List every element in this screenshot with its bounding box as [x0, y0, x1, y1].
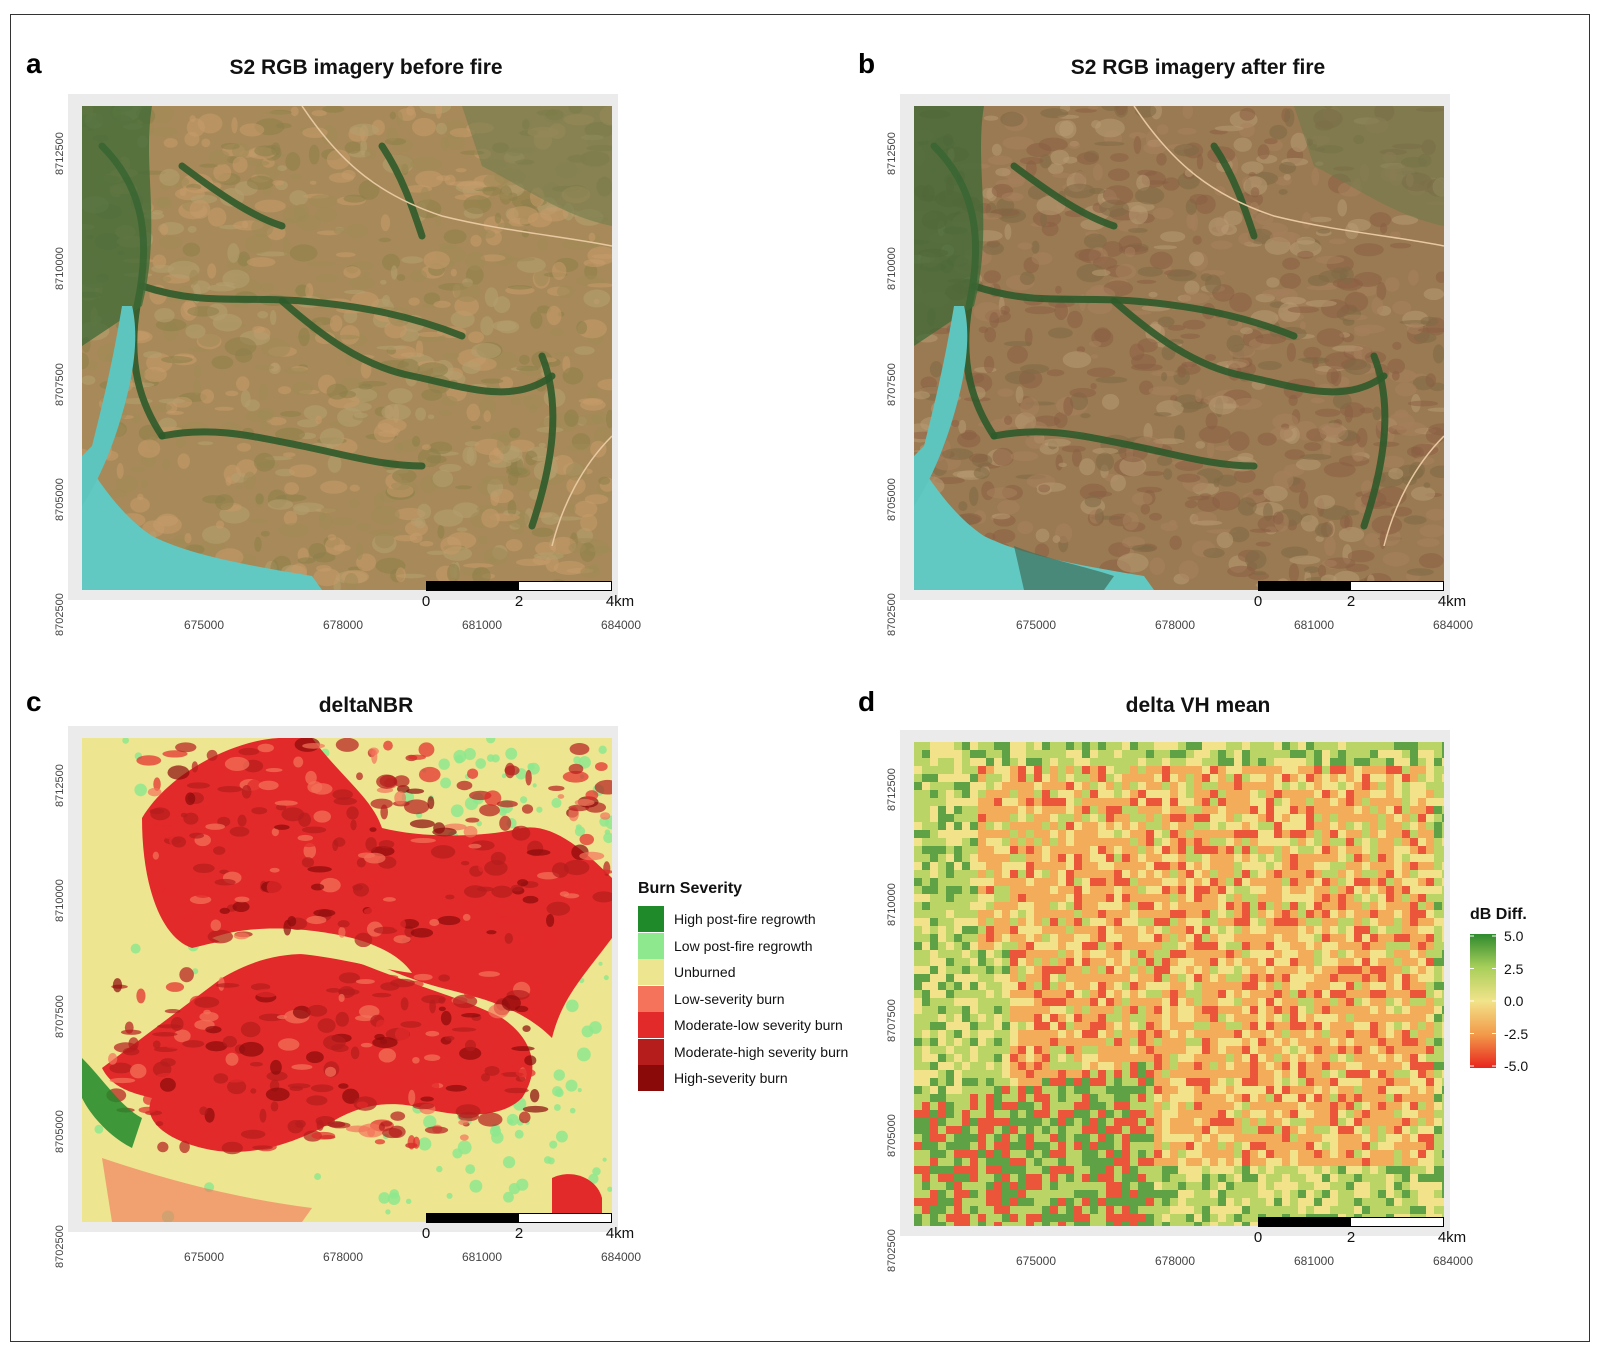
- legend-item-label: Moderate-high severity burn: [674, 1043, 849, 1060]
- colorbar-tick-label: 5.0: [1504, 928, 1524, 944]
- legend-swatch: [638, 985, 664, 1012]
- scale-bar: [1258, 581, 1444, 591]
- y-tick-label: 8702500: [54, 593, 66, 636]
- scale-label: 0: [1253, 593, 1263, 610]
- figure-frame: [10, 14, 1590, 1342]
- scale-label: 4km: [1437, 593, 1467, 610]
- legend-item-label: High post-fire regrowth: [674, 911, 816, 927]
- scale-label: 0: [421, 593, 431, 610]
- db-diff-colorbar-legend: dB Diff. 5.0 2.5 0.0 -2.5 -5.0: [1470, 906, 1550, 1086]
- y-tick-label: 8712500: [54, 132, 66, 176]
- panel-d: d delta VH mean 8702500 8705000 8707500 871…: [858, 686, 1600, 1326]
- map-raster: [914, 106, 1444, 590]
- scale-bar: [426, 1213, 612, 1223]
- legend-swatch: [638, 1065, 664, 1091]
- burn-severity-legend: Burn Severity High post-fire regrowth Low…: [638, 880, 868, 1110]
- y-tick-label: 8702500: [54, 1225, 66, 1268]
- panel-letter: d: [858, 686, 876, 717]
- scale-bar: [426, 581, 612, 591]
- scale-bar-segment: [427, 1214, 519, 1222]
- legend-swatch: [638, 906, 664, 932]
- legend-item-label: Low post-fire regrowth: [674, 937, 813, 954]
- scale-bar-segment: [1259, 1218, 1351, 1226]
- x-tick-label: 678000: [322, 1250, 364, 1264]
- panel-a: a S2 RGB imagery before fire 8702500 8705…: [26, 48, 786, 688]
- colorbar-tick-label: 0.0: [1504, 993, 1524, 1009]
- y-tick-label: 8710000: [54, 247, 66, 291]
- y-tick-label: 8712500: [886, 768, 898, 812]
- panel-b: b S2 RGB imagery after fire 8702500 87050…: [858, 48, 1600, 688]
- panel-letter: b: [858, 48, 876, 79]
- scale-label: 2: [514, 593, 524, 610]
- y-tick-label: 8705000: [54, 477, 66, 521]
- legend-title: Burn Severity: [638, 880, 743, 897]
- y-tick-label: 8705000: [54, 1109, 66, 1153]
- panel-letter: a: [26, 48, 42, 79]
- colorbar: [1470, 934, 1496, 1068]
- scale-label: 4km: [605, 593, 635, 610]
- x-tick-label: 678000: [1154, 1254, 1196, 1268]
- colorbar-tick-label: -2.5: [1504, 1025, 1529, 1042]
- panel-title: delta VH mean: [1125, 694, 1271, 717]
- panel-title: deltaNBR: [318, 694, 414, 717]
- map-raster: [82, 106, 612, 590]
- panel-title: S2 RGB imagery after fire: [1070, 56, 1326, 79]
- panel-letter: c: [26, 686, 42, 717]
- y-tick-label: 8710000: [886, 247, 898, 291]
- y-tick-label: 8707500: [886, 998, 898, 1042]
- scale-label: 0: [421, 1225, 431, 1242]
- map-raster: [914, 742, 1444, 1226]
- y-tick-label: 8712500: [886, 132, 898, 176]
- legend-title: dB Diff.: [1470, 906, 1527, 923]
- x-tick-label: 675000: [1015, 618, 1057, 632]
- x-tick-label: 678000: [1154, 618, 1196, 632]
- panel-title: S2 RGB imagery before fire: [229, 56, 503, 79]
- legend-item-label: Unburned: [674, 964, 736, 980]
- x-tick-label: 684000: [1432, 1254, 1474, 1268]
- x-tick-label: 681000: [461, 1250, 503, 1264]
- y-tick-label: 8702500: [886, 1229, 898, 1272]
- legend-swatch: [638, 1038, 664, 1065]
- x-tick-label: 684000: [1432, 618, 1474, 632]
- y-tick-label: 8712500: [54, 764, 66, 808]
- y-tick-label: 8707500: [54, 362, 66, 406]
- x-tick-label: 675000: [183, 1250, 225, 1264]
- legend-item-label: High-severity burn: [674, 1070, 788, 1086]
- legend-item-label: Moderate-low severity burn: [674, 1017, 843, 1033]
- scale-label: 2: [1346, 593, 1356, 610]
- scale-label: 4km: [1437, 1229, 1467, 1246]
- colorbar-tick-label: -5.0: [1504, 1058, 1529, 1074]
- x-tick-label: 675000: [1015, 1254, 1057, 1268]
- y-tick-label: 8710000: [54, 879, 66, 923]
- x-tick-label: 684000: [600, 618, 642, 632]
- y-tick-label: 8705000: [886, 1113, 898, 1157]
- x-tick-label: 681000: [461, 618, 503, 632]
- map-raster: [82, 738, 612, 1222]
- scale-label: 2: [514, 1225, 524, 1242]
- scale-label: 0: [1253, 1229, 1263, 1246]
- panel-c: c deltaNBR 8702500 8705000 8707500 8710000 8…: [26, 686, 786, 1326]
- x-tick-label: 681000: [1293, 618, 1335, 632]
- colorbar-tick-label: 2.5: [1504, 960, 1524, 977]
- legend-item-label: Low-severity burn: [674, 990, 785, 1007]
- x-tick-label: 681000: [1293, 1254, 1335, 1268]
- x-tick-label: 675000: [183, 618, 225, 632]
- y-tick-label: 8707500: [54, 994, 66, 1038]
- x-tick-label: 684000: [600, 1250, 642, 1264]
- y-tick-label: 8707500: [886, 362, 898, 406]
- legend-swatch: [638, 932, 664, 959]
- scale-bar-segment: [427, 582, 519, 590]
- y-tick-label: 8705000: [886, 477, 898, 521]
- scale-bar-segment: [1259, 582, 1351, 590]
- scale-label: 2: [1346, 1229, 1356, 1246]
- legend-swatch: [638, 959, 664, 985]
- x-tick-label: 678000: [322, 618, 364, 632]
- y-tick-label: 8710000: [886, 883, 898, 927]
- scale-bar: [1258, 1217, 1444, 1227]
- y-tick-label: 8702500: [886, 593, 898, 636]
- legend-swatch: [638, 1012, 664, 1038]
- scale-label: 4km: [605, 1225, 635, 1242]
